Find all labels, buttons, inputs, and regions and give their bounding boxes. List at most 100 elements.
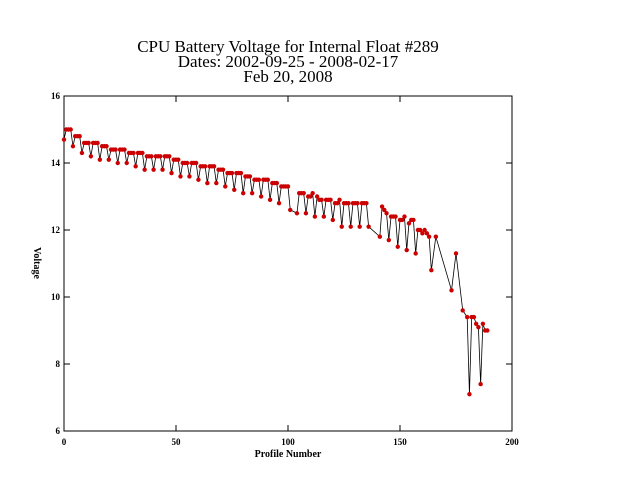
data-point — [310, 190, 315, 196]
data-point — [70, 144, 76, 149]
data-point — [276, 201, 282, 206]
data-point — [404, 247, 409, 253]
data-point — [256, 177, 262, 182]
data-point — [384, 211, 389, 216]
data-point — [386, 237, 391, 243]
data-point — [187, 174, 192, 179]
data-point — [113, 147, 118, 152]
data-point — [328, 197, 333, 203]
data-point — [158, 154, 163, 159]
data-point — [308, 194, 313, 199]
y-tick-label: 14 — [51, 158, 61, 168]
data-point — [169, 170, 174, 176]
data-point — [346, 201, 351, 206]
data-point — [77, 134, 82, 139]
data-point — [205, 180, 210, 186]
x-axis-label: Profile Number — [255, 449, 322, 460]
data-point — [258, 194, 264, 199]
data-point — [241, 190, 246, 196]
data-point — [460, 308, 465, 313]
data-point — [449, 288, 454, 293]
data-point — [364, 201, 369, 206]
data-point — [294, 211, 300, 216]
data-point — [106, 157, 112, 162]
data-point — [79, 150, 85, 156]
data-point — [265, 177, 271, 182]
data-point — [377, 234, 383, 239]
data-point — [301, 190, 306, 196]
data-point — [485, 328, 490, 333]
data-point — [124, 160, 129, 166]
data-point — [429, 268, 434, 273]
data-point — [395, 244, 400, 249]
data-point — [223, 184, 228, 189]
x-tick-label: 200 — [505, 437, 519, 447]
data-point — [274, 180, 279, 186]
data-point — [413, 251, 418, 256]
data-point — [61, 137, 67, 142]
data-point — [406, 221, 412, 226]
data-point — [357, 224, 362, 229]
data-point — [379, 204, 385, 209]
data-point — [424, 231, 430, 236]
data-point — [115, 160, 120, 166]
data-point — [335, 201, 340, 206]
chart-subtitle: Dates: 2002-09-25 - 2008-02-17 — [178, 52, 399, 71]
data-point — [151, 167, 156, 172]
data-point — [453, 251, 459, 256]
data-point — [88, 154, 94, 159]
data-point — [480, 321, 486, 326]
data-point — [131, 150, 136, 156]
data-point — [142, 167, 147, 172]
data-point — [238, 170, 244, 176]
data-point — [382, 207, 387, 213]
data-point — [426, 234, 432, 239]
data-point — [247, 174, 253, 179]
data-point — [339, 224, 344, 229]
data-point — [202, 164, 208, 169]
data-point — [478, 381, 483, 387]
x-tick-label: 0 — [62, 437, 67, 447]
chart-title: CPU Battery Voltage for Internal Float #… — [137, 37, 439, 56]
x-tick-label: 100 — [281, 437, 295, 447]
data-point — [178, 174, 183, 179]
data-point — [465, 314, 470, 320]
data-point — [97, 157, 103, 162]
data-point — [355, 201, 360, 206]
data-point — [288, 207, 293, 213]
data-point — [348, 224, 353, 229]
data-point — [104, 144, 109, 149]
data-point — [314, 194, 320, 199]
data-point — [160, 167, 165, 172]
data-point — [411, 217, 416, 223]
data-point — [402, 214, 407, 219]
data-point — [95, 140, 100, 146]
data-point — [140, 150, 145, 156]
data-point — [167, 154, 172, 159]
data-point — [229, 170, 235, 176]
data-point — [196, 177, 201, 182]
data-point — [214, 180, 219, 186]
data-point — [220, 167, 226, 172]
data-point — [321, 214, 327, 219]
data-point — [312, 214, 318, 219]
x-tick-label: 50 — [172, 437, 182, 447]
data-point — [176, 157, 181, 162]
plot-frame — [63, 95, 513, 432]
data-point — [86, 140, 91, 146]
y-tick-label: 10 — [51, 292, 61, 302]
data-point — [285, 184, 291, 189]
data-point — [211, 164, 217, 169]
data-point — [185, 160, 190, 166]
data-point — [193, 160, 199, 166]
data-point — [433, 234, 439, 239]
y-tick-label: 12 — [51, 225, 61, 235]
y-tick-label: 6 — [56, 426, 61, 436]
data-point — [68, 127, 73, 132]
data-point — [319, 197, 324, 203]
data-point — [400, 217, 405, 223]
data-point — [420, 231, 425, 236]
data-point — [417, 227, 423, 233]
data-point — [133, 164, 138, 169]
data-point — [267, 197, 273, 203]
